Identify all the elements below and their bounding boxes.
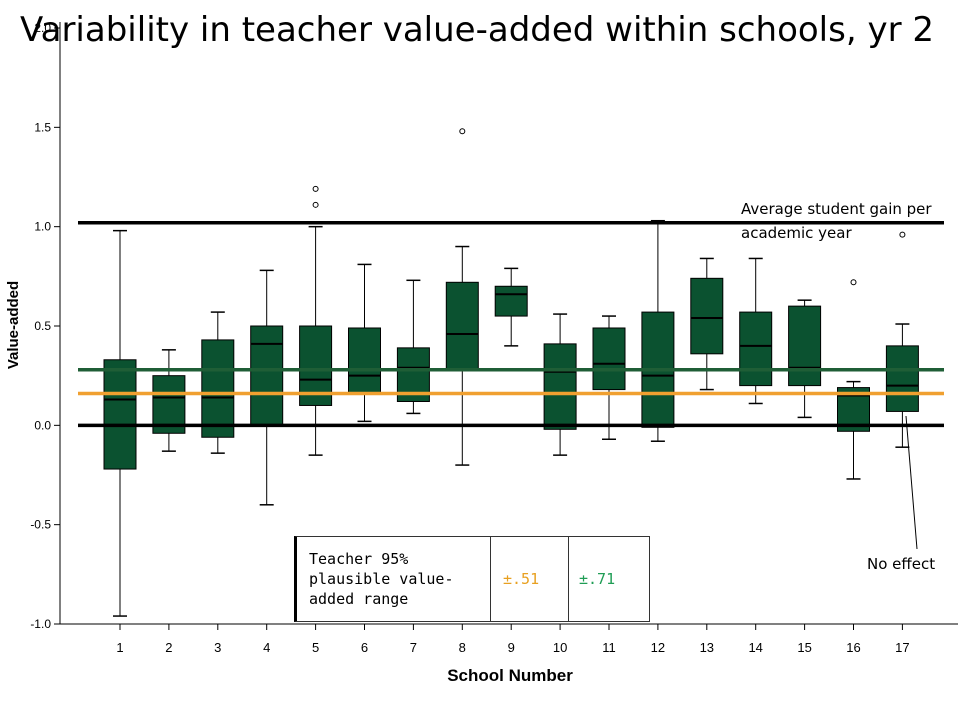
iqr-box [445, 281, 479, 371]
box-school-10 [543, 313, 577, 456]
outlier-point [459, 128, 466, 135]
box-school-13 [690, 257, 724, 391]
box-school-9 [494, 267, 528, 347]
range-green-value: ±.71 [579, 570, 616, 588]
x-tick-label: 3 [214, 640, 221, 655]
no-effect-annotation: No effect [867, 555, 936, 573]
x-tick-label: 11 [602, 640, 616, 655]
box-school-2 [152, 349, 186, 452]
x-tick-label: 13 [700, 640, 714, 655]
box-school-1 [103, 229, 137, 617]
chart-title: Variability in teacher value-added withi… [20, 10, 934, 50]
iqr-box [885, 345, 919, 412]
box-school-11 [592, 315, 626, 440]
x-axis-label: School Number [447, 666, 573, 685]
y-tick-label: -0.5 [30, 518, 51, 532]
box-school-16 [837, 279, 870, 480]
y-tick-label: 1.5 [34, 120, 51, 134]
x-tick-label: 7 [410, 640, 417, 655]
x-tick-label: 14 [748, 640, 762, 655]
y-axis-label: Value-added [5, 281, 22, 369]
y-tick-label: -1.0 [30, 617, 51, 631]
x-tick-label: 6 [361, 640, 368, 655]
x-tick-label: 12 [651, 640, 665, 655]
box-school-4 [250, 269, 284, 506]
iqr-box [250, 325, 284, 426]
outlier-point [312, 201, 319, 208]
x-tick-label: 16 [846, 640, 860, 655]
axes [59, 22, 958, 625]
outlier-point [850, 279, 857, 286]
range-table-label: Teacher 95% plausible value-added range [297, 537, 491, 621]
x-tick-label: 15 [797, 640, 811, 655]
box-school-6 [348, 263, 381, 423]
x-tick-label: 2 [165, 640, 172, 655]
y-tick-label: 2.0 [34, 21, 51, 35]
iqr-box [690, 277, 724, 355]
box-school-15 [788, 299, 822, 419]
x-tick-label: 9 [508, 640, 515, 655]
outlier-point [312, 185, 319, 192]
x-tick-label: 4 [263, 640, 270, 655]
box-school-14 [739, 257, 773, 405]
reference-lines [78, 220, 944, 428]
outlier-point [899, 231, 906, 238]
iqr-box [201, 339, 235, 438]
box-school-8 [445, 128, 479, 466]
iqr-box [739, 311, 773, 387]
y-tick-label: 0.0 [34, 418, 51, 432]
x-tick-label: 17 [895, 640, 909, 655]
gain-line-annotation: Average student gain per academic year [741, 200, 932, 242]
box-school-17 [885, 231, 919, 448]
iqr-box [592, 327, 626, 391]
iqr-box [494, 285, 528, 317]
box-school-3 [201, 311, 235, 454]
y-tick-label: 0.5 [34, 319, 51, 333]
iqr-box [788, 305, 822, 387]
ticks: -1.0-0.50.00.51.01.52.01 2 3 4 5 6 7 8 9 10 11 12 13… [30, 21, 909, 655]
x-tick-label: 10 [553, 640, 567, 655]
plausible-range-table: Teacher 95% plausible value-added range … [294, 536, 650, 622]
iqr-box [348, 327, 381, 395]
y-tick-label: 1.0 [34, 220, 51, 234]
no-effect-pointer [905, 415, 918, 550]
box-school-5 [299, 185, 333, 456]
range-orange-value: ±.51 [491, 537, 569, 621]
box-school-12 [641, 219, 675, 442]
x-tick-label: 1 [116, 640, 123, 655]
x-tick-label: 5 [312, 640, 319, 655]
iqr-box [103, 359, 137, 470]
iqr-box [543, 343, 577, 430]
x-tick-label: 8 [459, 640, 466, 655]
